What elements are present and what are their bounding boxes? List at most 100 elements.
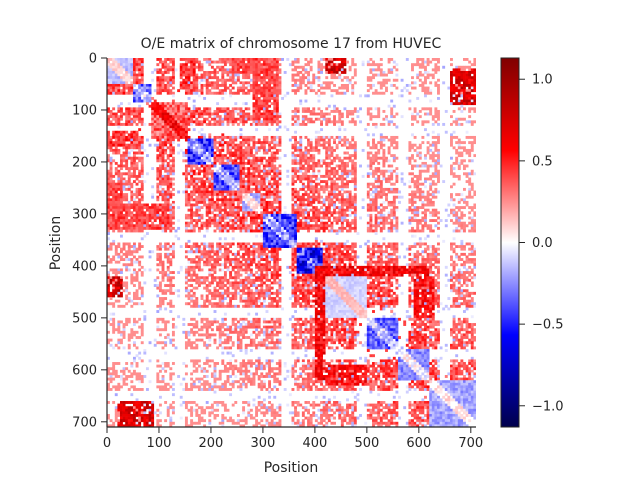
heatmap-cell	[143, 315, 147, 319]
heatmap-cell	[468, 65, 472, 69]
heatmap-cell	[109, 148, 113, 152]
heatmap-cell	[200, 169, 204, 173]
heatmap-cell	[216, 60, 220, 64]
heatmap-cell	[135, 63, 139, 67]
heatmap-cell	[164, 180, 168, 184]
heatmap-cell	[187, 135, 191, 139]
heatmap-cell	[203, 252, 207, 256]
heatmap-cell	[307, 167, 310, 171]
heatmap-cell	[182, 58, 186, 61]
heatmap-cell	[171, 148, 175, 152]
heatmap-cell	[156, 268, 160, 272]
heatmap-cell	[299, 102, 303, 106]
heatmap-cell	[114, 112, 118, 116]
heatmap-cell	[127, 375, 131, 378]
heatmap-cell	[130, 195, 134, 199]
heatmap-cell	[296, 107, 300, 111]
heatmap-cell	[247, 83, 251, 87]
heatmap-cell	[210, 294, 214, 298]
heatmap-cell	[400, 78, 404, 82]
heatmap-cell	[309, 156, 313, 160]
heatmap-cell	[218, 221, 222, 225]
heatmap-cell	[244, 120, 248, 124]
heatmap-cell	[156, 91, 160, 95]
heatmap-cell	[359, 120, 362, 124]
heatmap-cell	[460, 91, 464, 95]
heatmap-cell	[260, 112, 264, 116]
heatmap-cell	[200, 377, 204, 381]
heatmap-cell	[107, 294, 110, 298]
heatmap-cell	[130, 385, 134, 389]
heatmap-cell	[151, 128, 155, 132]
heatmap-cell	[158, 213, 162, 217]
heatmap-cell	[205, 185, 209, 189]
heatmap-cell	[169, 193, 173, 197]
heatmap-cell	[229, 89, 233, 93]
heatmap-cell	[148, 408, 152, 412]
heatmap-cell	[273, 146, 277, 150]
heatmap-cell	[161, 271, 165, 274]
heatmap-cell	[166, 86, 170, 90]
heatmap-cell	[158, 117, 162, 121]
heatmap-cell	[192, 401, 196, 404]
heatmap-cell	[187, 78, 191, 82]
heatmap-cell	[143, 99, 147, 103]
heatmap-cell	[122, 172, 126, 176]
heatmap-cell	[135, 377, 139, 381]
heatmap-cell	[119, 195, 123, 199]
heatmap-cell	[119, 375, 123, 378]
heatmap-cell	[278, 89, 282, 93]
heatmap-cell	[169, 128, 173, 132]
heatmap-cell	[216, 185, 220, 189]
heatmap-cell	[130, 148, 134, 152]
heatmap-cell	[343, 135, 347, 139]
heatmap-cell	[151, 424, 155, 427]
heatmap-cell	[117, 213, 121, 217]
heatmap-cell	[171, 76, 175, 80]
heatmap-cell	[333, 68, 336, 72]
heatmap-cell	[377, 107, 381, 111]
heatmap-cell	[117, 203, 121, 207]
heatmap-cell	[171, 156, 175, 160]
heatmap-cell	[457, 73, 461, 77]
heatmap-cell	[135, 250, 139, 254]
heatmap-cell	[195, 219, 199, 223]
heatmap-cell	[148, 91, 152, 95]
heatmap-cell	[179, 128, 183, 132]
heatmap-cell	[156, 83, 160, 87]
heatmap-cell	[218, 193, 222, 197]
heatmap-cell	[127, 60, 131, 64]
heatmap-cell	[192, 112, 196, 116]
heatmap-cell	[171, 393, 175, 397]
heatmap-cell	[255, 104, 259, 108]
heatmap-cell	[286, 169, 290, 173]
heatmap-cell	[117, 403, 121, 407]
heatmap-cell	[408, 143, 412, 147]
heatmap-cell	[468, 83, 472, 87]
heatmap-cell	[213, 382, 217, 386]
heatmap-cell	[177, 151, 181, 155]
heatmap-cell	[184, 268, 188, 272]
heatmap-cell	[382, 143, 386, 147]
heatmap-cell	[385, 117, 388, 121]
heatmap-cell	[153, 226, 157, 230]
heatmap-cell	[208, 122, 212, 126]
heatmap-cell	[132, 60, 136, 64]
heatmap-cell	[143, 268, 147, 272]
heatmap-cell	[187, 338, 191, 342]
heatmap-cell	[151, 133, 155, 137]
heatmap-cell	[158, 245, 162, 248]
heatmap-cell	[457, 86, 461, 90]
heatmap-cell	[195, 122, 199, 126]
heatmap-cell	[169, 125, 173, 129]
heatmap-cell	[317, 89, 321, 93]
heatmap-cell	[138, 255, 142, 259]
heatmap-cell	[307, 117, 310, 121]
heatmap-cell	[205, 146, 209, 150]
heatmap-cell	[192, 198, 196, 202]
heatmap-cell	[213, 138, 217, 142]
heatmap-cell	[200, 83, 204, 87]
heatmap-cell	[234, 78, 238, 82]
heatmap-cell	[158, 284, 162, 287]
heatmap-cell	[229, 58, 233, 61]
